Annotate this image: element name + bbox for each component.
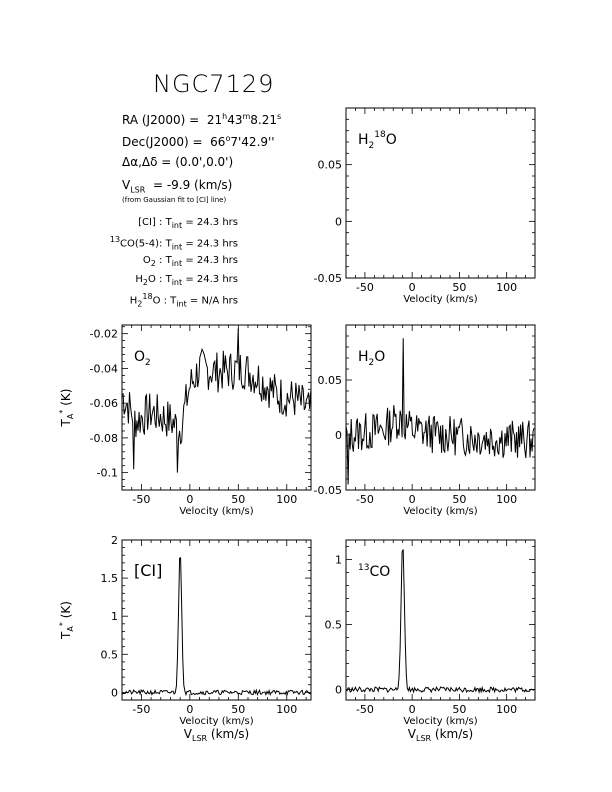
y-tick-label: -0.05	[314, 272, 342, 285]
ra-label: RA (J2000) =	[122, 113, 200, 127]
x-tick-label: 50	[452, 493, 466, 506]
species-label: O2	[134, 349, 151, 368]
x-tick-label: 100	[496, 703, 517, 716]
x-axis-label: Velocity (km/s)	[403, 716, 477, 727]
y-tick-label: -0.06	[90, 397, 118, 410]
species-label: 13CO	[358, 563, 390, 580]
tint-row-ci: [CI] : Tint = 24.3 hrs	[138, 217, 238, 230]
y-axis-label: TA* (K)	[58, 389, 75, 428]
spectrum-line-h2o	[345, 338, 535, 485]
x-tick-label: 0	[186, 703, 193, 716]
x-tick-label: 50	[231, 493, 245, 506]
tint-row-h2o: H2O : Tint = 24.3 hrs	[135, 274, 238, 287]
panel-h218o: -50 0 50 100 -0.05 0 0.05 Velocity (km/s) H218O	[314, 107, 536, 305]
x-tick-label: 50	[231, 703, 245, 716]
tint-row-h218o: H218O : Tint = N/A hrs	[129, 292, 238, 309]
y-tick-label: 1	[335, 554, 342, 567]
vlsr-value: -9.9 (km/s)	[166, 178, 233, 192]
species-label: H2O	[358, 349, 385, 368]
species-label: [CI]	[134, 561, 162, 580]
spectrum-line-ci	[121, 557, 311, 697]
x-tick-label: 0	[409, 703, 416, 716]
plot-frame	[121, 324, 312, 491]
dec-label: Dec(J2000) =	[122, 135, 203, 149]
panel-13co: -50 0 50 100 0 0.5 1 Velocity (km/s)VLSR (km/s)…	[325, 539, 536, 743]
y-tick-label: -0.1	[97, 467, 118, 480]
y-tick-label: 1.5	[101, 572, 119, 585]
y-tick-label: 0.5	[325, 619, 343, 632]
vlsr-note: (from Gaussian fit to [CI] line)	[122, 196, 227, 204]
x-axis-label: Velocity (km/s)	[403, 294, 477, 305]
offset-label: Δα,Δδ =	[122, 155, 172, 169]
x-axis-label: Velocity (km/s)	[179, 506, 253, 517]
panel-o2: -50 0 50 100 -0.1 -0.08 -0.06 -0.04 -0.02 Velocit…	[58, 324, 312, 517]
x-axis-label: Velocity (km/s)	[403, 506, 477, 517]
tint-row-o2: O2 : Tint = 24.3 hrs	[142, 255, 238, 268]
panel-ci: -50 0 50 100 0 0.5 1 1.5 2 Velocity (km/s)VLSR (k…	[58, 534, 312, 743]
vlsr-line: VLSR = -9.9 (km/s)	[122, 178, 232, 194]
panel-h2o: -50 0 50 100 -0.05 0 0.05 Velocity (km/s) H2O	[314, 324, 536, 517]
x-tick-label: -50	[132, 493, 150, 506]
x-tick-label: 50	[452, 703, 466, 716]
y-tick-label: 0.05	[318, 374, 343, 387]
y-tick-label: 2	[111, 534, 118, 547]
ra-value: 21h43m8.21s	[203, 112, 282, 127]
page-title: NGC7129	[153, 70, 275, 98]
x-tick-label: -50	[356, 493, 374, 506]
offset-line: Δα,Δδ = (0.0',0.0')	[122, 155, 233, 169]
y-tick-label: 1	[111, 610, 118, 623]
species-label: H218O	[358, 130, 397, 151]
y-tick-label: 0	[111, 686, 118, 699]
y-tick-label: -0.08	[90, 432, 118, 445]
x-axis-label-vlsr: VLSR (km/s)	[184, 727, 249, 743]
ra-line: RA (J2000) = 21h43m8.21s	[122, 112, 281, 127]
x-tick-label: 0	[409, 493, 416, 506]
vlsr-label: VLSR =	[122, 178, 163, 195]
y-tick-label: 0.05	[318, 159, 343, 172]
x-tick-label: 100	[276, 703, 297, 716]
x-tick-label: 100	[276, 493, 297, 506]
x-tick-label: 0	[409, 281, 416, 294]
y-tick-label: 0	[335, 684, 342, 697]
x-tick-label: -50	[356, 281, 374, 294]
tint-row-13co: 13CO(5-4): Tint = 24.3 hrs	[109, 235, 238, 252]
y-axis-label: TA* (K)	[58, 601, 75, 640]
x-tick-label: 50	[452, 281, 466, 294]
spectrum-line-13co	[345, 549, 535, 694]
y-tick-label: -0.04	[90, 362, 118, 375]
offset-value: (0.0',0.0')	[175, 155, 234, 169]
spectrum-line-o2	[121, 328, 312, 473]
x-tick-label: 0	[186, 493, 193, 506]
y-tick-label: -0.05	[314, 484, 342, 497]
x-tick-label: 100	[496, 493, 517, 506]
x-axis-label: Velocity (km/s)	[179, 716, 253, 727]
x-tick-label: -50	[356, 703, 374, 716]
y-tick-label: -0.02	[90, 328, 118, 341]
x-axis-label-vlsr: VLSR (km/s)	[408, 727, 473, 743]
x-tick-label: 100	[496, 281, 517, 294]
y-tick-label: 0	[335, 429, 342, 442]
y-tick-label: 0.5	[101, 648, 119, 661]
x-tick-label: -50	[132, 703, 150, 716]
y-tick-label: 0	[335, 215, 342, 228]
dec-value: 66o7'42.9''	[206, 134, 275, 149]
dec-line: Dec(J2000) = 66o7'42.9''	[122, 134, 275, 149]
plot-frame	[121, 539, 312, 701]
